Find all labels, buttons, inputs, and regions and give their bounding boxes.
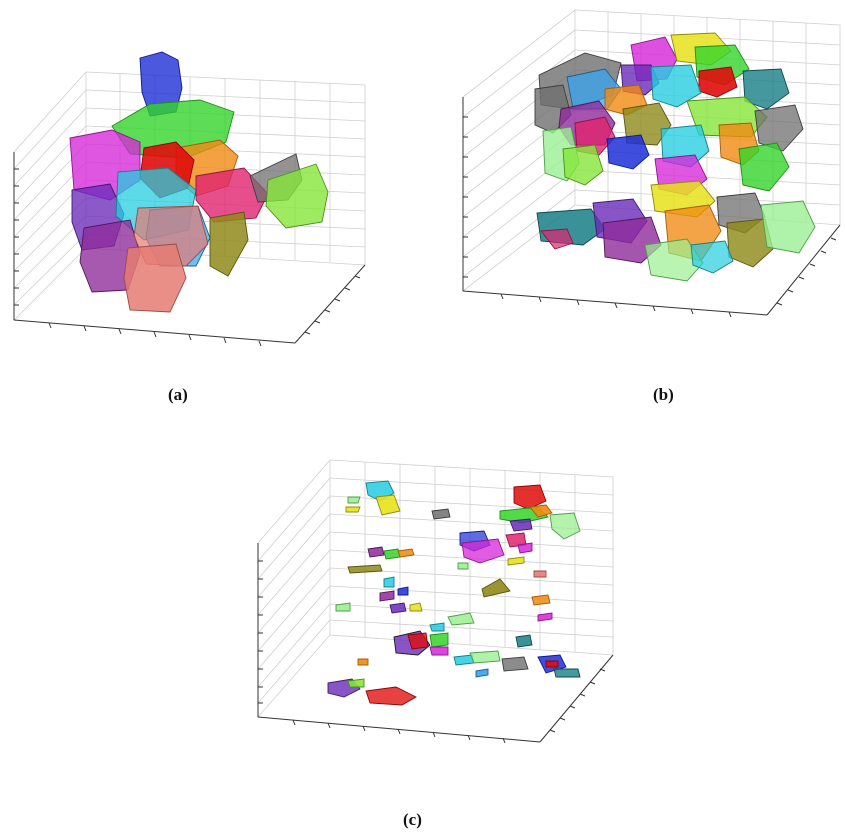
fragment-gray	[431, 508, 451, 520]
fragment-gray	[501, 656, 529, 672]
grain-blue	[139, 51, 183, 117]
fragment-red	[545, 660, 559, 668]
fragment-olive	[481, 578, 511, 598]
fragment-green	[383, 548, 401, 560]
3d-scatter-plot-b	[462, 9, 841, 318]
axis-lines	[257, 543, 614, 744]
panel-c: (c)	[248, 455, 638, 829]
grain-lightgreen	[760, 200, 816, 254]
grain-cyan	[660, 124, 710, 168]
axis-lines	[13, 152, 366, 347]
caption-b: (b)	[653, 385, 674, 404]
fragment-cyan	[429, 622, 445, 632]
fragment-red	[365, 686, 417, 706]
grain-pink	[574, 116, 616, 156]
panel-a: (a)	[0, 30, 400, 404]
fragment-orange	[531, 594, 551, 606]
grain-lightgreen	[644, 238, 704, 282]
fragment-lightgreen	[447, 612, 475, 626]
grain-gray	[754, 104, 804, 152]
fragment-purple	[389, 602, 407, 614]
fragment-purple	[509, 518, 533, 532]
axis-lines	[462, 97, 841, 318]
fragment-red	[513, 484, 547, 510]
fragment-magenta	[537, 612, 553, 622]
fragment-magenta	[461, 538, 505, 564]
grain-teal	[742, 68, 790, 110]
grain-green	[738, 142, 790, 192]
segmented-grains-b-lower	[536, 180, 816, 282]
grain-blue	[606, 134, 650, 170]
fragment-yellow	[409, 602, 423, 612]
fragment-lightgreen	[549, 512, 581, 540]
grain-lime	[562, 144, 604, 186]
fragment-green	[429, 632, 449, 648]
segmented-grains-a	[69, 51, 329, 313]
fragment-orange	[529, 504, 553, 518]
fragment-magenta	[517, 542, 533, 554]
3d-scatter-plot-c	[257, 459, 614, 744]
fragment-salmon	[533, 570, 547, 578]
segmented-grains-b-upper	[534, 32, 804, 196]
fragment-yellow	[507, 556, 525, 566]
grain-cyan	[650, 64, 702, 108]
fragment-lime	[347, 678, 365, 688]
grid-box	[257, 459, 614, 719]
grain-pink	[195, 167, 269, 223]
grain-pink	[540, 228, 574, 250]
fragment-yellow	[375, 494, 401, 516]
fragment-teal	[515, 634, 533, 648]
fragment-lightgreen	[335, 602, 351, 612]
fragment-violet	[367, 546, 385, 558]
panel-b: (b)	[455, 5, 845, 404]
fragment-lightgreen	[469, 650, 501, 664]
grain-olive	[209, 211, 249, 277]
fragment-blue	[397, 586, 409, 596]
fragment-lightgreen	[347, 496, 361, 504]
grain-red	[698, 66, 738, 98]
fragment-orange	[357, 658, 369, 666]
grain-lime	[265, 163, 329, 229]
fragment-yellow	[345, 506, 361, 513]
fragment-red	[407, 632, 429, 650]
fragment-olive	[347, 564, 383, 574]
fragment-violet	[379, 590, 395, 602]
caption-a: (a)	[168, 385, 188, 404]
fragment-magenta	[429, 646, 449, 656]
fragment-skyblue	[475, 668, 489, 678]
segmented-fragments-c	[327, 480, 581, 706]
grain-cyan	[690, 240, 734, 274]
fragment-lightgreen	[457, 562, 469, 570]
3d-scatter-plot-a	[13, 51, 366, 347]
fragment-cyan	[383, 576, 395, 588]
fragment-orange	[397, 548, 415, 558]
grain-salmon-lower	[123, 243, 187, 313]
fragment-teal	[553, 668, 581, 678]
caption-c: (c)	[403, 810, 422, 829]
